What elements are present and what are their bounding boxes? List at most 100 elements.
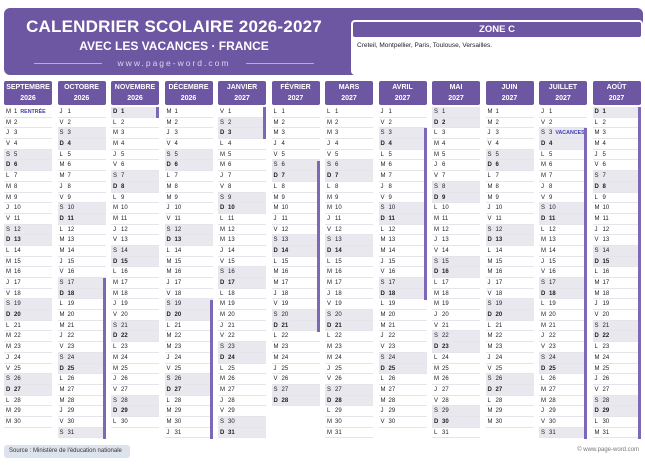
vacation-bar [316,160,320,332]
weekday-letter: M [59,397,65,404]
vacation-bar [423,128,427,300]
day-number: 10 [495,205,503,212]
day-number: 16 [174,269,182,276]
weekday-letter: J [541,109,544,115]
day-row: M 21 [378,321,427,332]
day-number: 11 [495,215,502,222]
vacation-bar [637,107,641,439]
day-number: 10 [228,205,235,212]
weekday-letter: J [594,301,598,308]
weekday-letter: L [380,226,384,233]
month-name: JUILLET [548,84,578,91]
weekday-letter: V [380,194,385,201]
weekday-letter: M [59,386,65,393]
day-row: S 13 [325,235,373,246]
day-number: 21 [121,322,128,329]
day-number: 12 [174,226,182,233]
weekday-letter: L [434,130,438,137]
day-number: 22 [335,333,342,340]
day-number: 4 [281,141,285,148]
weekday-letter: D [541,365,546,372]
day-number: 10 [121,205,128,212]
weekday-letter: V [541,269,546,276]
weekday-letter: J [327,141,330,148]
day-row: J 21 [218,321,266,332]
day-number: 10 [442,205,449,212]
day-row: J 13 [432,235,480,246]
page-title: CALENDRIER SCOLAIRE 2026-2027 [26,17,322,36]
month-year: 2026 [73,94,90,102]
day-number: 2 [442,119,446,126]
day-list: J 1 V 2 S 3 VACANCES D 4 L 5 M 6 M 7 J 8 V 9 S 10 D 11 L 12 M 13 M 1… [539,107,587,439]
weekday-letter: L [59,301,63,308]
day-number: 5 [14,151,18,158]
weekday-letter: D [6,312,11,319]
day-number: 18 [67,290,75,297]
day-row: M 20 [539,310,587,321]
weekday-letter: D [594,109,599,115]
vacation-bar [584,128,587,439]
weekday-letter: J [6,280,9,286]
vacation-bar [263,107,266,140]
weekday-letter: M [380,247,386,254]
day-number: 4 [495,141,499,148]
day-number: 22 [495,333,503,340]
day-number: 28 [495,397,503,404]
day-number: 28 [442,397,449,404]
day-row: M 27 [378,385,427,396]
day-row: J 29 [378,406,427,417]
day-row: L 10 [432,203,480,214]
day-row: J 20 [432,310,480,321]
day-row: V 12 [325,225,373,236]
weekday-letter: M [6,194,11,201]
day-number: 2 [388,119,392,126]
day-number: 23 [335,344,342,351]
weekday-letter: D [487,312,492,319]
weekday-letter: S [59,429,64,436]
day-row: D 13 [4,235,52,246]
month-name: FÉVRIER [280,84,311,91]
month-name: DÉCEMBRE [168,84,209,91]
month-header: JANVIER 2027 [218,81,266,105]
day-number: 5 [228,151,232,158]
day-number: 24 [495,354,503,361]
weekday-letter: M [541,247,546,254]
day-number: 1 [174,109,178,115]
weekday-letter: V [6,290,11,297]
weekday-letter: M [327,429,332,436]
day-row: L 26 [539,374,587,385]
weekday-letter: S [380,354,385,361]
day-list: M 1 RENTRÉE M 2 J 3 V 4 S 5 D 6 L 7 M 8 M 9 J 10 V 11 S 12 D 13 L 14… [4,107,52,428]
weekday-letter: V [327,376,332,383]
day-number: 3 [549,130,553,137]
weekday-letter: V [59,344,64,351]
weekday-letter: S [541,354,546,361]
weekday-letter: J [487,280,491,286]
credit-link[interactable]: © www.page-word.com [577,447,639,453]
day-number: 17 [67,280,75,286]
day-row: V 22 [218,331,266,343]
day-row: S 16 [218,267,266,278]
day-number: 18 [174,290,182,297]
day-number: 27 [228,386,235,393]
weekday-letter: M [113,280,118,286]
day-row: L 14 [4,246,52,257]
weekday-letter: S [434,258,439,265]
weekday-letter: M [487,109,493,115]
weekday-letter: S [541,130,546,137]
weekday-letter: M [487,183,493,190]
day-number: 28 [14,397,21,404]
day-number: 22 [174,333,182,340]
month-header: DÉCEMBRE 2026 [164,81,213,105]
weekday-letter: D [113,408,118,415]
